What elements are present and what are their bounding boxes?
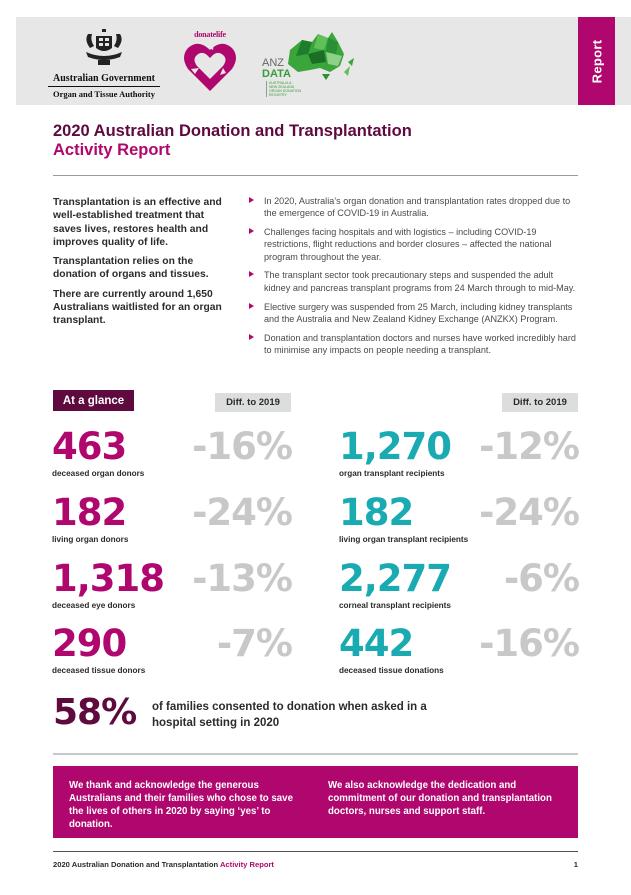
anz-subtitle: AUSTRALIA & NEW ZEALAND ORGAN DONATION R… bbox=[266, 81, 301, 97]
bullet-item: Donation and transplantation doctors and… bbox=[249, 332, 581, 357]
consent-percentage: 58% bbox=[53, 692, 137, 733]
page-title: 2020 Australian Donation and Transplanta… bbox=[53, 122, 412, 160]
stat-value: 1,318 bbox=[52, 557, 165, 600]
stat-label: deceased tissue donations bbox=[339, 666, 444, 675]
stat-value: 463 bbox=[52, 425, 127, 468]
title-line-2: Activity Report bbox=[53, 141, 171, 159]
stat-value: 182 bbox=[52, 491, 127, 534]
acknowledgement-right: We also acknowledge the dedication and c… bbox=[328, 780, 552, 817]
stat-organ-transplant-recipients: 1,270 organ transplant recipients bbox=[339, 425, 452, 479]
stat-label: deceased organ donors bbox=[52, 469, 145, 478]
stat-label: living organ donors bbox=[52, 535, 129, 544]
bullet-item: Elective surgery was suspended from 25 M… bbox=[249, 301, 581, 326]
stat-diff: -24% bbox=[479, 491, 580, 534]
stat-diff: -12% bbox=[479, 425, 580, 468]
bullet-text: The transplant sector took precautionary… bbox=[264, 270, 576, 293]
donatelife-title: donatelife bbox=[194, 30, 226, 39]
consent-description: of families consented to donation when a… bbox=[152, 701, 427, 729]
bullet-item: Challenges facing hospitals and with log… bbox=[249, 226, 581, 263]
report-tab-label: Report bbox=[589, 39, 605, 83]
stat-label: deceased eye donors bbox=[52, 601, 136, 610]
stat-diff: -24% bbox=[192, 491, 293, 534]
anz-line2: DATA bbox=[262, 68, 291, 80]
bullet-item: In 2020, Australia’s organ donation and … bbox=[249, 195, 581, 220]
bullet-text: In 2020, Australia’s organ donation and … bbox=[264, 196, 571, 219]
stat-value: 182 bbox=[339, 491, 414, 534]
intro-summary: Transplantation is an effective and well… bbox=[53, 196, 233, 334]
footer-divider bbox=[53, 851, 578, 852]
stat-value: 1,270 bbox=[339, 425, 452, 468]
stat-diff: -13% bbox=[192, 557, 293, 600]
stat-label: living organ transplant recipients bbox=[339, 535, 469, 544]
stat-value: 442 bbox=[339, 622, 414, 665]
acknowledgement-banner: We thank and acknowledge the generous Au… bbox=[53, 766, 578, 838]
stat-label: deceased tissue donors bbox=[52, 666, 146, 675]
stat-value: 290 bbox=[52, 622, 127, 665]
consent-divider bbox=[53, 753, 578, 755]
anz-line1: ANZ bbox=[262, 57, 284, 69]
stat-label: corneal transplant recipients bbox=[339, 601, 451, 610]
page-number: 1 bbox=[573, 860, 578, 869]
diff-badge-right: Diff. to 2019 bbox=[502, 393, 578, 412]
stat-deceased-eye-donors: 1,318 deceased eye donors bbox=[52, 557, 165, 611]
bullet-item: The transplant sector took precautionary… bbox=[249, 269, 581, 294]
arrow-bullet-icon bbox=[249, 271, 254, 278]
stat-deceased-organ-donors: 463 deceased organ donors bbox=[52, 425, 145, 479]
stat-living-organ-donors: 182 living organ donors bbox=[52, 491, 129, 545]
footer-title: 2020 Australian Donation and Transplanta… bbox=[53, 860, 274, 869]
intro-paragraph: Transplantation relies on the donation o… bbox=[53, 256, 209, 281]
stat-label: organ transplant recipients bbox=[339, 469, 445, 478]
bullet-text: Donation and transplantation doctors and… bbox=[264, 332, 576, 355]
heart-arrows-icon bbox=[184, 43, 236, 91]
stat-deceased-tissue-donors: 290 deceased tissue donors bbox=[52, 622, 146, 676]
intro-paragraph: Transplantation is an effective and well… bbox=[53, 197, 222, 248]
anz-sub-line: ORGAN DONATION bbox=[269, 89, 302, 93]
australia-map-icon bbox=[288, 32, 354, 80]
arrow-bullet-icon bbox=[249, 197, 254, 203]
acknowledgement-left: We thank and acknowledge the generous Au… bbox=[69, 780, 293, 830]
anz-sub-line: AUSTRALIA & bbox=[269, 81, 292, 85]
australian-government-logo: Australian Government Organ and Tissue A… bbox=[48, 28, 160, 99]
stat-deceased-tissue-donations: 442 deceased tissue donations bbox=[339, 622, 444, 676]
title-divider bbox=[53, 175, 578, 176]
diff-badge-left: Diff. to 2019 bbox=[215, 393, 291, 412]
stat-diff: -6% bbox=[503, 557, 580, 600]
title-line-1: 2020 Australian Donation and Transplanta… bbox=[53, 122, 412, 140]
intro-paragraph: There are currently around 1,650 Austral… bbox=[53, 288, 222, 327]
stat-corneal-transplant-recipients: 2,277 corneal transplant recipients bbox=[339, 557, 452, 611]
report-tab: Report bbox=[578, 17, 615, 105]
stat-diff: -16% bbox=[479, 622, 580, 665]
arrow-bullet-icon bbox=[249, 228, 254, 235]
bullet-text: Elective surgery was suspended from 25 M… bbox=[264, 301, 573, 324]
gov-name: Australian Government bbox=[48, 73, 160, 87]
stat-diff: -16% bbox=[192, 425, 293, 468]
donatelife-logo: donatelife bbox=[180, 30, 240, 100]
footer-title-accent: Activity Report bbox=[219, 860, 274, 869]
anz-sub-line: REGISTRY bbox=[269, 93, 287, 97]
stat-diff: -7% bbox=[216, 622, 293, 665]
footer-title-main: 2020 Australian Donation and Transplanta… bbox=[53, 860, 219, 869]
stat-value: 2,277 bbox=[339, 557, 452, 600]
anz-sub-line: NEW ZEALAND bbox=[269, 85, 295, 89]
at-a-glance-badge: At a glance bbox=[53, 390, 134, 411]
covid-bullets: In 2020, Australia’s organ donation and … bbox=[249, 195, 581, 363]
arrow-bullet-icon bbox=[249, 333, 254, 340]
anz-data-logo: ANZ DATA AUSTRALIA & NEW ZEALAND ORGAN D… bbox=[262, 32, 372, 100]
gov-agency: Organ and Tissue Authority bbox=[53, 89, 155, 99]
stat-living-organ-transplant-recipients: 182 living organ transplant recipients bbox=[339, 491, 469, 545]
coat-of-arms-icon bbox=[86, 29, 122, 65]
arrow-bullet-icon bbox=[249, 302, 254, 309]
bullet-text: Challenges facing hospitals and with log… bbox=[264, 227, 552, 262]
